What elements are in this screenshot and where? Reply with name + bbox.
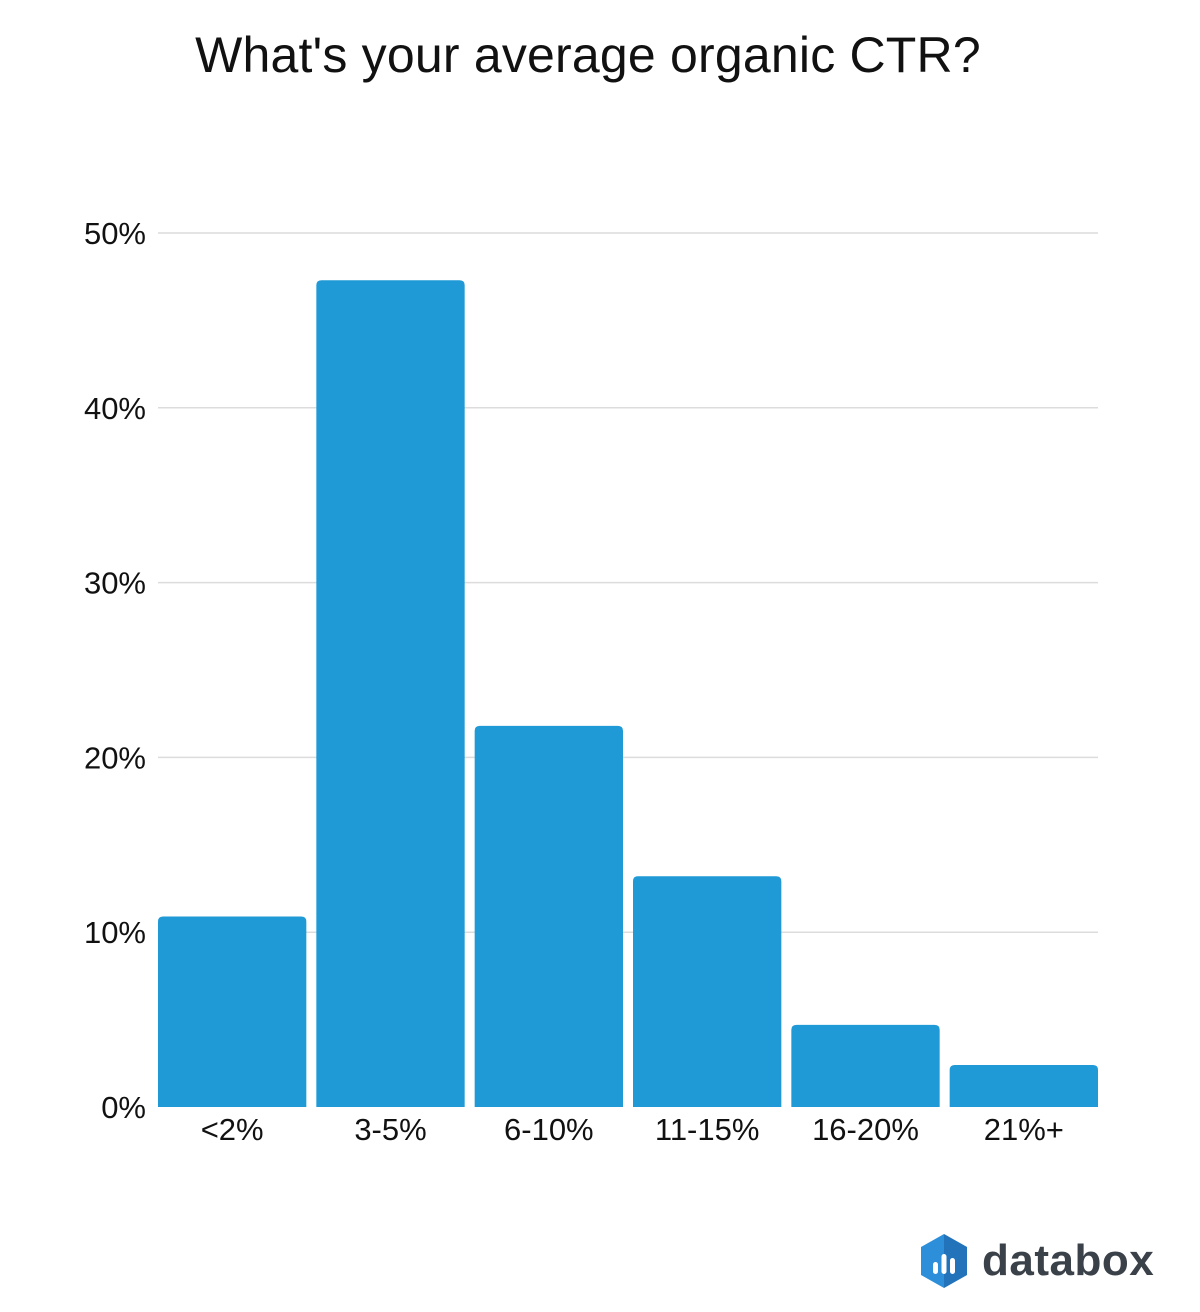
bar-4 bbox=[791, 1024, 940, 1107]
x-tick-label: 6-10% bbox=[504, 1112, 594, 1147]
y-tick-label: 0% bbox=[101, 1090, 146, 1125]
x-tick-label: 3-5% bbox=[354, 1112, 426, 1147]
bar-2 bbox=[474, 725, 623, 1107]
databox-logo-icon bbox=[921, 1234, 967, 1288]
x-tick-label: 11-15% bbox=[655, 1112, 760, 1147]
y-tick-label: 20% bbox=[84, 740, 146, 775]
x-tick-label: 21%+ bbox=[984, 1112, 1064, 1147]
y-axis-ticks: 0% 10% 20% 30% 40% 50% bbox=[84, 216, 146, 1125]
bars bbox=[158, 280, 1098, 1107]
y-tick-label: 30% bbox=[84, 566, 146, 601]
bar-3 bbox=[633, 876, 782, 1107]
brand-name: databox bbox=[982, 1236, 1155, 1285]
brand-logo-group: databox bbox=[918, 1232, 1154, 1290]
y-tick-label: 50% bbox=[84, 216, 146, 251]
x-tick-label: <2% bbox=[201, 1112, 264, 1147]
chart-title: What's your average organic CTR? bbox=[195, 27, 981, 83]
x-axis-ticks: <2% 3-5% 6-10% 11-15% 16-20% 21%+ bbox=[201, 1112, 1064, 1147]
y-tick-label: 10% bbox=[84, 915, 146, 950]
bar-1 bbox=[316, 280, 465, 1107]
bar-5 bbox=[949, 1065, 1098, 1107]
bar-chart: 0% 10% 20% 30% 40% 50% <2% 3-5% 6-10% 11-15% 16-2… bbox=[84, 216, 1098, 1147]
y-tick-label: 40% bbox=[84, 391, 146, 426]
x-tick-label: 16-20% bbox=[812, 1112, 919, 1147]
bar-0 bbox=[158, 916, 307, 1107]
grid-lines bbox=[158, 232, 1098, 933]
